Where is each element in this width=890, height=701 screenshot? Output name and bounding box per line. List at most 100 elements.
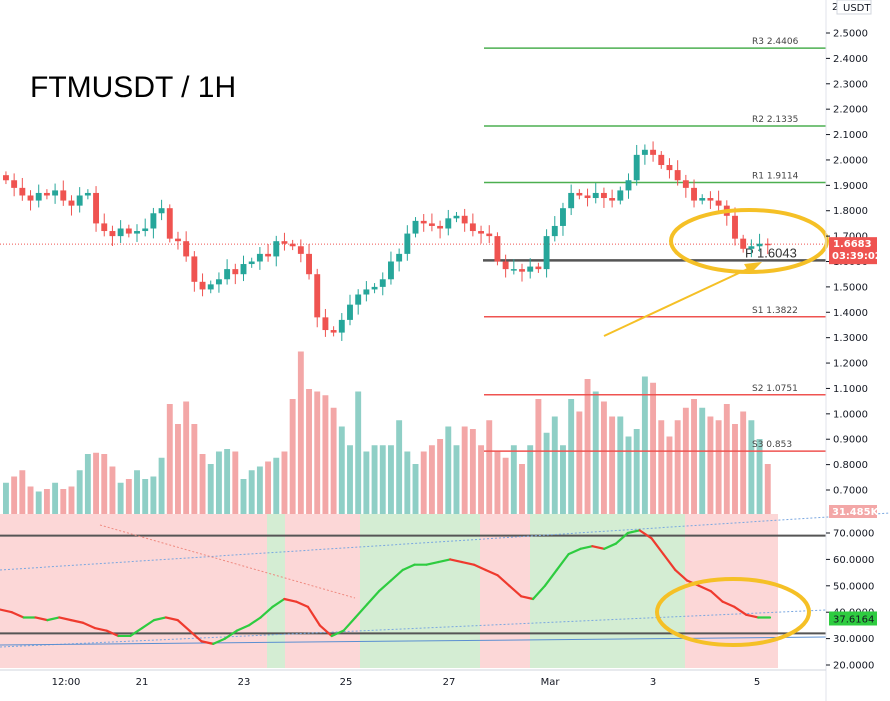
volume-bar <box>420 451 427 514</box>
candle-body <box>560 208 566 226</box>
oscillator-segment <box>733 605 748 616</box>
volume-bar <box>117 482 124 514</box>
candle-body <box>330 330 337 333</box>
candlesticks[interactable] <box>3 141 771 341</box>
axis-tick-label: 1.2000 <box>833 359 868 370</box>
oscillator-value-tag[interactable] <box>829 611 877 626</box>
axis-tick-label: 1.4000 <box>833 308 868 319</box>
candle-body <box>68 200 75 206</box>
oscillator-segment <box>508 584 523 598</box>
oscillator-segment <box>449 558 464 564</box>
axis-tick-label: 2.0000 <box>833 155 868 166</box>
axis-tick-label: 2.4000 <box>833 54 868 65</box>
volume-bar <box>494 451 501 514</box>
candle-body <box>142 228 149 232</box>
oscillator-segment <box>401 563 416 572</box>
volume-bar <box>207 464 214 514</box>
candle-body <box>191 256 198 282</box>
volume-bar <box>723 404 730 514</box>
candle-body <box>363 289 370 295</box>
time-tick-label: Mar <box>541 677 561 688</box>
candle-body <box>379 279 386 287</box>
candle-body <box>420 220 427 224</box>
candle-body <box>240 264 247 275</box>
volume-bar <box>560 445 566 514</box>
axis-tick-label: 1.8000 <box>833 206 868 217</box>
candle-body <box>502 261 509 270</box>
candle-body <box>486 233 493 237</box>
candle-body <box>658 154 665 166</box>
volume-bar <box>93 452 100 514</box>
volume-bar <box>166 404 173 514</box>
oscillator-tick-label: 60.0000 <box>833 555 874 566</box>
oscillator-segment <box>650 537 665 556</box>
volume-bar <box>388 445 394 514</box>
axis-tick-label: 1.3000 <box>833 333 868 344</box>
oscillator-segment <box>223 629 239 640</box>
candle-body <box>355 294 362 305</box>
volume-bar <box>101 454 108 514</box>
oscillator-segment <box>93 626 108 632</box>
oscillator-segment <box>152 616 167 622</box>
candle-body <box>232 269 239 275</box>
oscillator-zone <box>480 514 530 668</box>
candle-body <box>158 208 165 214</box>
candle-body <box>519 269 525 272</box>
time-axis[interactable]: 12:00 21 23 25 27 Mar 3 5 <box>0 669 826 688</box>
arrow-head <box>744 262 762 274</box>
volume-bar <box>461 426 468 514</box>
currency-badge-box[interactable] <box>836 0 872 15</box>
volume-bar <box>453 445 460 514</box>
candle-body <box>584 195 591 199</box>
volume-bar <box>502 457 509 514</box>
volume-bar <box>281 451 288 514</box>
oscillator-segment <box>247 616 262 627</box>
volume-bar <box>125 479 132 514</box>
oscillator-segment <box>271 597 286 609</box>
divergence-line <box>99 524 356 599</box>
oscillator-segment <box>0 608 13 614</box>
time-tick-label: 25 <box>340 677 353 688</box>
volume-bar <box>191 424 198 514</box>
price-axis[interactable]: 2 2.5000 2.4000 2.3000 2.2000 2.1000 2.0000 1.9… <box>825 0 882 701</box>
oscillator-segment <box>10 611 25 619</box>
annotations <box>603 208 829 647</box>
volume-bar <box>60 489 67 514</box>
candle-body <box>707 198 714 201</box>
candle-body <box>756 243 763 247</box>
oscillator-segment <box>662 553 677 572</box>
candle-body <box>347 304 353 320</box>
candle-body <box>224 269 231 280</box>
oscillator-segment <box>709 589 724 603</box>
candle-body <box>35 192 42 201</box>
oscillator-segment <box>697 584 712 593</box>
last-price-tag[interactable] <box>829 237 877 265</box>
volume-bar <box>551 416 558 514</box>
oscillator-segment <box>129 626 144 638</box>
volume-bar <box>617 416 624 514</box>
volume-bar <box>265 461 272 514</box>
candle-body <box>633 154 640 181</box>
volume-bar <box>625 436 632 514</box>
volume-bar <box>756 439 763 514</box>
candle-body <box>306 253 312 275</box>
volume-bar <box>289 399 296 514</box>
candle-body <box>396 253 403 262</box>
oscillator-segment <box>425 560 440 566</box>
candle-body <box>494 236 501 262</box>
volume-bar <box>469 429 476 514</box>
oscillator-segment <box>567 547 582 556</box>
volume-bar <box>175 424 181 514</box>
candle-body <box>134 231 140 234</box>
oscillator-segment <box>377 579 393 593</box>
volume-bar <box>437 439 444 514</box>
volume-bar <box>764 464 771 514</box>
oscillator-segment <box>579 545 594 550</box>
oscillator-zone <box>0 514 267 668</box>
volume-bar <box>592 391 599 514</box>
candle-body <box>11 180 18 188</box>
pivot-lines: R3 2.4406 R2 2.1335 R1 1.9114 S1 1.3822 S2 1… <box>483 37 826 452</box>
oscillator-segment <box>105 629 120 638</box>
volume-bar <box>306 389 312 514</box>
